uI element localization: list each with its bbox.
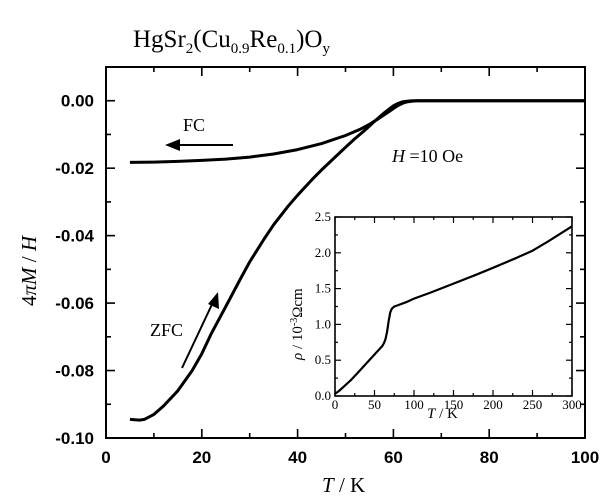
inset-axis-ticks: [334, 216, 573, 397]
fc-arrow-head: [165, 139, 180, 151]
inset-resistivity-line: [334, 225, 573, 395]
inset-x-tick-label: 250: [523, 397, 543, 412]
chart-title: HgSr2(Cu0.9Re0.1)Oy: [133, 26, 330, 57]
fc-label: FC: [183, 115, 205, 135]
x-tick-label: 100: [571, 448, 599, 467]
y-axis-title: 4πM / H: [17, 234, 41, 306]
x-tick-label: 20: [192, 448, 211, 467]
inset-y-axis-title: ρ / 10-3Ωcm: [289, 288, 306, 361]
y-tick-label: -0.10: [55, 429, 94, 448]
inset-x-tick-label: 200: [483, 397, 503, 412]
inset-x-tick-label: 50: [368, 397, 381, 412]
inset-x-tick-label: 0: [332, 397, 339, 412]
main-axis-ticks: [105, 66, 586, 439]
zfc-label: ZFC: [150, 320, 183, 340]
inset-series: [334, 225, 573, 395]
y-tick-label: -0.04: [55, 227, 94, 246]
x-tick-label: 0: [101, 448, 110, 467]
inset-x-axis-title: T / K: [427, 406, 458, 422]
y-tick-label: -0.02: [55, 159, 94, 178]
main-tick-labels: 0 20 40 60 80 1000.00-0.02-0.04-0.06-0.08-0.1…: [55, 92, 599, 467]
inset-y-tick-label: 1.0: [315, 316, 331, 331]
zfc-arrow-head: [208, 292, 219, 309]
y-tick-label: -0.08: [55, 362, 94, 381]
x-tick-label: 60: [384, 448, 403, 467]
inset-y-tick-label: 0.5: [315, 352, 331, 367]
main-series: [129, 99, 585, 422]
inset-x-tick-label: 100: [404, 397, 424, 412]
x-axis-title: T / K: [322, 473, 365, 497]
y-tick-label: -0.06: [55, 294, 94, 313]
inset-x-tick-label: 300: [562, 397, 582, 412]
inset-plot-frame: [334, 216, 573, 397]
y-tick-label: 0.00: [61, 92, 94, 111]
inset-x-tick-label: 150: [444, 397, 464, 412]
inset-y-tick-label: 0.0: [315, 388, 331, 403]
zfc-arrow: [181, 297, 216, 369]
inset-y-tick-label: 2.5: [315, 209, 331, 224]
inset-y-tick-label: 1.5: [315, 281, 331, 296]
series-line-zfc: [129, 99, 585, 422]
inset-y-tick-label: 2.0: [315, 245, 331, 260]
x-tick-label: 80: [480, 448, 499, 467]
inset-tick-labels: 0 50 100 150 200 250 300 0.0 0.5 1.0 1.5 2.0 2.5: [315, 209, 582, 412]
field-annotation: H =10 Oe: [391, 146, 463, 166]
x-tick-label: 40: [288, 448, 307, 467]
